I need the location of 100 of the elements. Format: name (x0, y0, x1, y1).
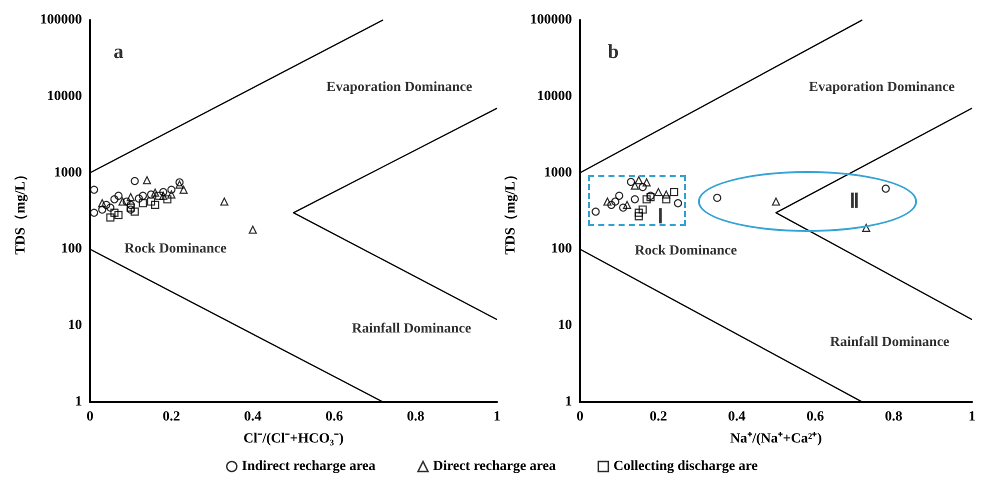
point (622, 200, 632, 210)
x-axis-title: Na⁺/(Na⁺+Ca²⁺) (730, 432, 822, 446)
point (642, 195, 651, 204)
y-tick-label: 1000 (544, 165, 572, 180)
x-tick-label: 0.2 (650, 410, 668, 424)
annotation: Ⅰ (657, 206, 664, 228)
annotation: Rock Dominance (634, 243, 737, 258)
point (102, 200, 110, 210)
y-tick-label: 10 (558, 318, 572, 334)
point (138, 199, 148, 208)
point (175, 180, 184, 189)
point (175, 178, 184, 186)
x-tick-label: 0.2 (162, 410, 180, 424)
x-tick-label: 1 (494, 410, 500, 424)
point (130, 208, 139, 216)
point (151, 188, 160, 197)
point (662, 190, 670, 199)
x-tick-label: 1 (968, 410, 976, 424)
y-tick-label: 100 (61, 242, 82, 257)
x-axis-title: Cl⁻/(Cl⁻+HCO₃⁻) (243, 432, 344, 446)
point (126, 193, 135, 202)
y-tick-label: 10000 (47, 88, 82, 104)
point (642, 178, 651, 186)
y-tick-label: 100000 (530, 12, 572, 28)
y-tick-label: 1 (75, 394, 82, 410)
point (220, 197, 228, 206)
x-tick-label: 0.4 (728, 410, 746, 424)
annotation: Rock Dominance (124, 242, 227, 257)
point (126, 200, 135, 210)
point (882, 184, 890, 193)
annotation: Rainfall Dominance (352, 322, 472, 337)
point (130, 176, 139, 186)
point (155, 192, 164, 200)
y-tick-label: 1 (565, 394, 572, 410)
point (674, 199, 682, 208)
point (611, 197, 620, 206)
x-tick-label: 0 (576, 410, 584, 424)
point (98, 199, 106, 208)
point (106, 213, 114, 222)
point (634, 176, 643, 184)
annotation: a (113, 41, 124, 64)
point (180, 186, 188, 194)
point (118, 197, 127, 206)
point (630, 195, 639, 204)
point (619, 204, 628, 212)
point (126, 204, 135, 212)
y-tick-label: 1000 (54, 165, 82, 180)
x-tick-label: 0.6 (325, 410, 343, 424)
point (110, 195, 119, 204)
point (670, 188, 678, 196)
legend-label: Collecting discharge are (613, 459, 758, 474)
point (615, 192, 624, 200)
x-tick-label: 0.6 (806, 410, 824, 424)
point (630, 181, 639, 190)
annotation: b (608, 41, 619, 64)
point (634, 212, 643, 220)
annotation: Ⅱ (849, 190, 860, 213)
annotation: Evaporation Dominance (808, 80, 955, 96)
point (114, 192, 123, 200)
point (638, 182, 647, 192)
point (654, 188, 662, 196)
annotation: Evaporation Dominance (326, 80, 472, 96)
point (138, 192, 148, 200)
y-tick-label: 100 (551, 242, 572, 257)
point (106, 204, 114, 212)
point (159, 192, 168, 200)
annotation: Rainfall Dominance (830, 335, 950, 350)
point (110, 208, 119, 217)
y-tick-label: 10 (68, 318, 82, 334)
point (146, 190, 156, 199)
x-tick-label: 0.4 (244, 410, 262, 424)
point (772, 197, 780, 206)
point (662, 195, 670, 204)
y-tick-label: 100000 (40, 12, 82, 28)
point (122, 197, 131, 206)
x-tick-label: 0.8 (884, 410, 902, 424)
legend-label: Indirect recharge area (242, 459, 376, 474)
point (146, 197, 156, 206)
point (862, 224, 870, 232)
y-axis-title: TDS（mg/L） (504, 167, 518, 255)
point (592, 208, 600, 216)
point (638, 205, 647, 214)
point (626, 178, 636, 186)
point (151, 200, 160, 210)
point (167, 186, 176, 194)
x-tick-label: 0 (86, 410, 94, 424)
y-axis-title: TDS（mg/L） (14, 167, 28, 255)
point (607, 200, 616, 210)
point (142, 176, 152, 184)
point (134, 194, 143, 203)
point (98, 205, 106, 214)
point (167, 190, 176, 199)
point (634, 208, 643, 217)
point (713, 194, 722, 202)
point (248, 226, 257, 234)
legend-label: Direct recharge area (433, 459, 556, 474)
point (126, 205, 135, 214)
y-tick-label: 10000 (537, 88, 572, 104)
point (163, 195, 172, 204)
point (159, 188, 168, 196)
